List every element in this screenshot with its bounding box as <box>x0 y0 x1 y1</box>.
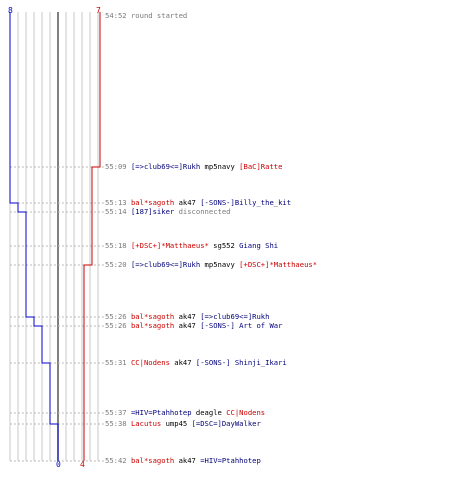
event-time: 55:09 <box>105 162 131 171</box>
event-row: 55:20 [=>club69<=]Rukh mp5navy [+DSC+]*M… <box>105 260 445 269</box>
event-text: [BaC]Ratte <box>239 162 283 171</box>
event-text: round started <box>130 11 188 20</box>
event-text: bal*sagoth <box>130 198 175 207</box>
event-time: 55:13 <box>105 198 131 207</box>
event-text: [+DSC+]*Matthaeus* <box>239 260 318 269</box>
event-text: ak47 <box>174 312 201 321</box>
event-row: 55:18 [+DSC+]*Matthaeus* sg552 Giang Shi <box>105 241 445 250</box>
event-time: 55:42 <box>105 456 131 465</box>
event-time: 54:52 <box>105 11 131 20</box>
event-time: 55:37 <box>105 408 131 417</box>
event-text: bal*sagoth <box>130 321 175 330</box>
event-text: [187]siker <box>130 207 175 216</box>
event-time: 55:20 <box>105 260 131 269</box>
event-text: [=>club69<=]Rukh <box>130 260 201 269</box>
blue-start-score: 8 <box>8 6 13 15</box>
event-row: 55:26 bal*sagoth ak47 [=>club69<=]Rukh <box>105 312 445 321</box>
event-text: [-SONS-] Art of War <box>200 321 283 330</box>
event-text: Giang Shi <box>239 241 279 250</box>
event-time: 55:26 <box>105 312 131 321</box>
event-text: sg552 <box>208 241 240 250</box>
event-row: 55:37 =HIV=Ptahhotep deagle CC|Nodens <box>105 408 445 417</box>
event-text: ak47 <box>174 321 201 330</box>
event-time: 55:31 <box>105 358 131 367</box>
event-row: 55:09 [=>club69<=]Rukh mp5navy [BaC]Ratt… <box>105 162 445 171</box>
event-time: 55:26 <box>105 321 131 330</box>
event-time: 55:18 <box>105 241 131 250</box>
red-end-score: 4 <box>80 460 85 469</box>
event-time: 55:14 <box>105 207 131 216</box>
event-text: mp5navy <box>200 162 240 171</box>
event-text: ak47 <box>174 456 201 465</box>
event-row: 54:52 round started <box>105 11 445 20</box>
graph-gridlines <box>9 12 99 461</box>
event-row: 55:42 bal*sagoth ak47 =HIV=Ptahhotep <box>105 456 445 465</box>
event-text: bal*sagoth <box>130 456 175 465</box>
event-text: [-SONS-] Shinji_Ikari <box>195 358 287 367</box>
event-text: mp5navy <box>200 260 240 269</box>
event-row: 55:26 bal*sagoth ak47 [-SONS-] Art of Wa… <box>105 321 445 330</box>
event-text: [=DSC=]DayWalker <box>191 419 261 428</box>
event-text: [-SONS-]Billy_the_kit <box>200 198 292 207</box>
event-text: =HIV=Ptahhotep <box>200 456 261 465</box>
score-graph <box>9 12 104 462</box>
red-team-score-line <box>83 12 101 461</box>
event-row: 55:31 CC|Nodens ak47 [-SONS-] Shinji_Ika… <box>105 358 445 367</box>
event-time: 55:38 <box>105 419 131 428</box>
event-text: CC|Nodens <box>130 358 170 367</box>
event-text: ump45 <box>161 419 192 428</box>
red-start-score: 7 <box>96 6 101 15</box>
event-row: 55:38 Lacutus ump45 [=DSC=]DayWalker <box>105 419 445 428</box>
event-text: ak47 <box>174 198 201 207</box>
blue-end-score: 0 <box>56 460 61 469</box>
event-text: [=>club69<=]Rukh <box>130 162 201 171</box>
event-text: Lacutus <box>130 419 162 428</box>
event-text: =HIV=Ptahhotep <box>130 408 192 417</box>
event-text: deagle <box>191 408 227 417</box>
event-text: ak47 <box>169 358 196 367</box>
event-text: disconnected <box>174 207 231 216</box>
event-row: 55:13 bal*sagoth ak47 [-SONS-]Billy_the_… <box>105 198 445 207</box>
event-text: [=>club69<=]Rukh <box>200 312 270 321</box>
event-text: bal*sagoth <box>130 312 175 321</box>
event-text: CC|Nodens <box>226 408 266 417</box>
event-row: 55:14 [187]siker disconnected <box>105 207 445 216</box>
event-text: [+DSC+]*Matthaeus* <box>130 241 209 250</box>
blue-team-score-line <box>9 12 59 461</box>
